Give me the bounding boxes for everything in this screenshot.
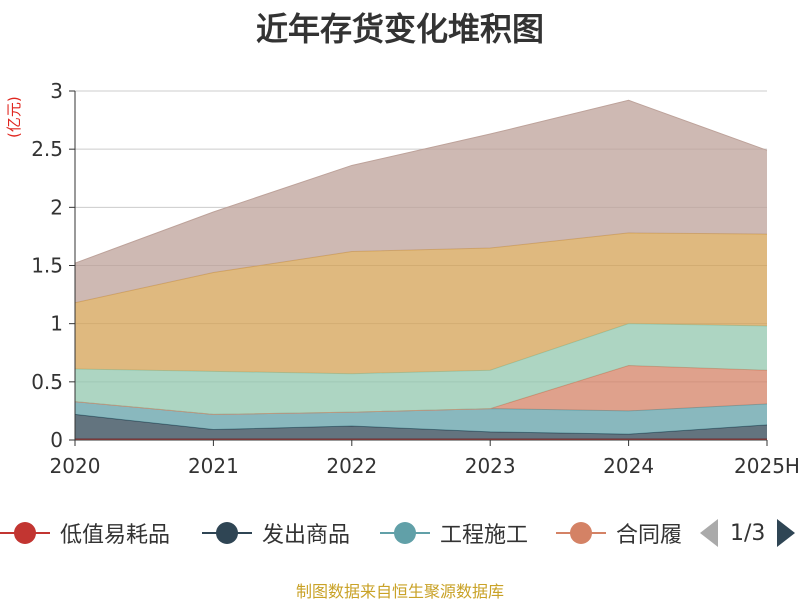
y-tick-label: 1 bbox=[50, 312, 63, 336]
x-tick-label: 2021 bbox=[188, 454, 239, 478]
legend-marker-icon bbox=[556, 518, 606, 548]
legend-label: 合同履 bbox=[616, 523, 683, 548]
legend-label: 发出商品 bbox=[262, 523, 351, 548]
x-tick-label: 2023 bbox=[465, 454, 516, 478]
legend-label: 低值易耗品 bbox=[60, 523, 171, 548]
x-tick-label: 2022 bbox=[326, 454, 377, 478]
legend-item-1[interactable]: 发出商品 bbox=[202, 518, 350, 548]
legend-marker-icon bbox=[202, 518, 252, 548]
legend-page-indicator: 1/3 bbox=[730, 520, 766, 546]
area-series-4 bbox=[75, 323, 767, 415]
data-source-note: 制图数据来自恒生聚源数据库 bbox=[295, 582, 504, 601]
x-tick-label: 2020 bbox=[50, 454, 101, 478]
legend: 低值易耗品 发出商品 工程施工 合同履 1/3 bbox=[0, 512, 800, 556]
legend-marker-icon bbox=[380, 518, 430, 548]
area-series-3 bbox=[75, 365, 767, 415]
legend-item-3[interactable]: 合同履 bbox=[556, 518, 682, 548]
legend-item-0[interactable]: 低值易耗品 bbox=[0, 518, 170, 548]
area-series-1 bbox=[75, 414, 767, 439]
y-tick-label: 3 bbox=[50, 79, 63, 103]
legend-marker-icon bbox=[0, 518, 50, 548]
next-page-icon[interactable] bbox=[777, 519, 796, 547]
chart-title: 近年存货变化堆积图 bbox=[255, 10, 544, 48]
y-tick-label: 0 bbox=[50, 428, 63, 452]
area-series-6 bbox=[75, 100, 767, 303]
area-series-2 bbox=[75, 401, 767, 435]
legend-pager: 1/3 bbox=[700, 518, 796, 548]
x-tick-label: 2024 bbox=[603, 454, 654, 478]
legend-label: 工程施工 bbox=[440, 523, 529, 548]
series-line-6 bbox=[74, 99, 768, 264]
y-tick-label: 2 bbox=[50, 195, 63, 219]
prev-page-icon[interactable] bbox=[700, 519, 718, 547]
area-series-5 bbox=[75, 232, 767, 374]
y-tick-label: 1.5 bbox=[31, 254, 63, 278]
x-tick-label: 2025H bbox=[734, 454, 800, 478]
legend-item-2[interactable]: 工程施工 bbox=[380, 518, 528, 548]
stacked-area-chart: 0 0.5 1 1.5 2 2.5 3 2020 2021 2022 2023 2024 2025H bbox=[31, 79, 800, 478]
y-tick-label: 0.5 bbox=[31, 370, 63, 394]
y-tick-label: 2.5 bbox=[31, 137, 63, 161]
